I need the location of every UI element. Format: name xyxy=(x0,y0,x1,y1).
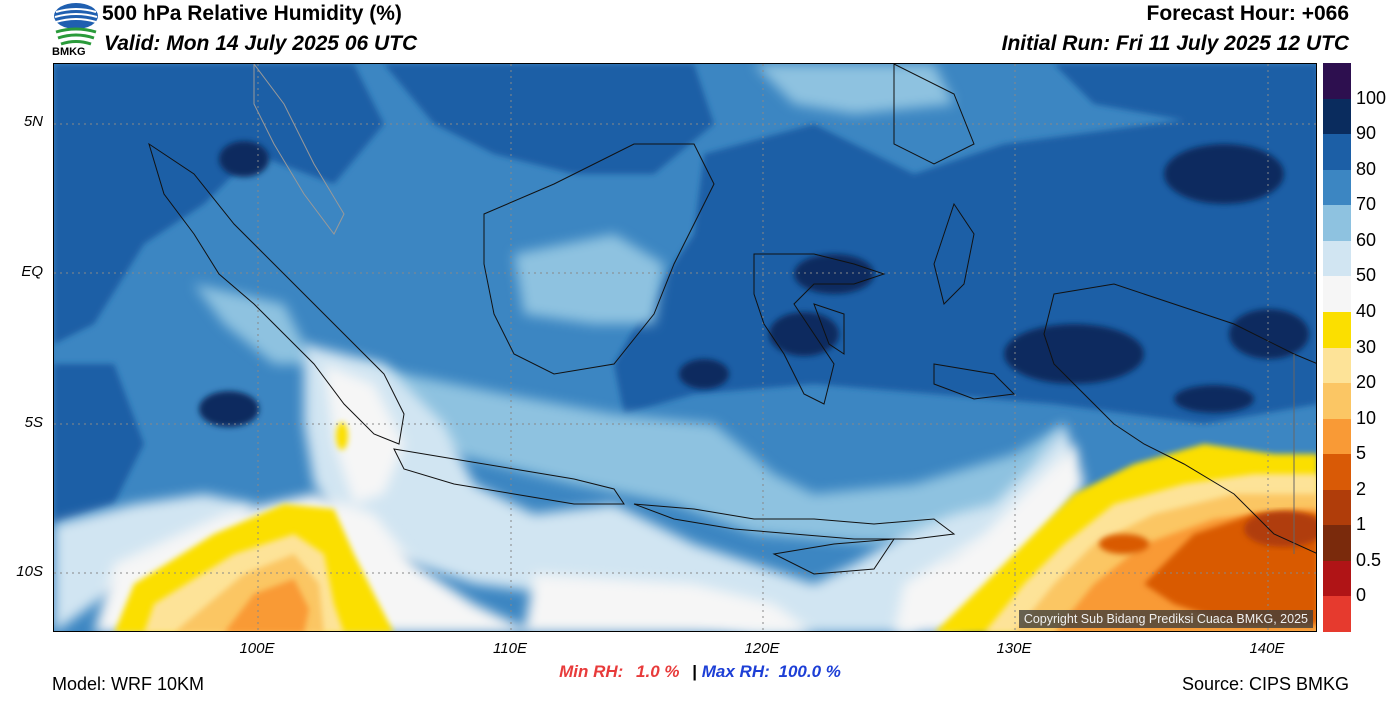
colorbar-label: 30 xyxy=(1356,336,1377,357)
colorbar-label: 2 xyxy=(1356,478,1367,499)
colorbar-segment xyxy=(1323,311,1351,348)
map-title: 500 hPa Relative Humidity (%) xyxy=(102,2,402,25)
colorbar-segment xyxy=(1323,240,1351,277)
colorbar-segment xyxy=(1323,98,1351,135)
colorbar-segment xyxy=(1323,276,1351,312)
bmkg-logo: BMKG xyxy=(52,2,100,60)
source-label: Source: CIPS BMKG xyxy=(1181,674,1349,694)
extremes-separator: | xyxy=(692,662,698,681)
colorbar-segment xyxy=(1323,169,1351,206)
colorbar-label: 90 xyxy=(1356,123,1377,144)
valid-time: Valid: Mon 14 July 2025 06 UTC xyxy=(104,32,418,55)
initial-run: Initial Run: Fri 11 July 2025 12 UTC xyxy=(1001,32,1349,55)
min-rh-label: Min RH: xyxy=(559,662,624,681)
map-canvas xyxy=(54,64,1316,631)
colorbar-segment xyxy=(1323,596,1351,632)
humidity-map: Copyright Sub Bidang Prediksi Cuaca BMKG… xyxy=(53,63,1317,632)
lat-label-5n: 5N xyxy=(23,113,43,130)
colorbar-label: 60 xyxy=(1356,229,1377,250)
colorbar-label: 20 xyxy=(1356,372,1377,393)
colorbar-label: 0.5 xyxy=(1356,549,1382,570)
lon-label-110e: 110E xyxy=(493,640,527,657)
max-rh-label: Max RH: xyxy=(701,662,770,681)
colorbar-segment xyxy=(1323,383,1351,419)
colorbar-label: 10 xyxy=(1356,407,1377,428)
colorbar-label: 0 xyxy=(1356,585,1367,606)
colorbar-label: 5 xyxy=(1356,443,1367,464)
colorbar-label: 100 xyxy=(1356,87,1387,108)
lon-label-120e: 120E xyxy=(744,640,780,657)
lat-label-5s: 5S xyxy=(24,414,43,431)
colorbar-segment xyxy=(1323,454,1351,490)
lon-label-130e: 130E xyxy=(996,640,1032,657)
coastlines xyxy=(148,64,1316,575)
graticule xyxy=(54,64,1316,631)
lat-label-eq: EQ xyxy=(21,263,43,280)
colorbar-label: 80 xyxy=(1356,158,1377,179)
lon-label-140e: 140E xyxy=(1249,640,1285,657)
colorbar-segment xyxy=(1323,560,1351,597)
colorbar-label: 70 xyxy=(1356,194,1377,215)
rh-extremes: Min RH: 1.0 % | Max RH: 100.0 % xyxy=(0,662,1400,682)
colorbar xyxy=(1323,63,1351,632)
logo-text: BMKG xyxy=(52,46,86,58)
max-rh-value: 100.0 % xyxy=(778,662,841,681)
colorbar-segment xyxy=(1323,205,1351,241)
colorbar-segment xyxy=(1323,347,1351,384)
colorbar-label: 1 xyxy=(1356,514,1367,535)
lat-label-10s: 10S xyxy=(16,563,43,580)
colorbar-label: 40 xyxy=(1356,300,1377,321)
colorbar-segment xyxy=(1323,134,1351,170)
min-rh-value: 1.0 % xyxy=(636,662,680,681)
colorbar-segment xyxy=(1323,418,1351,455)
colorbar-segment xyxy=(1323,489,1351,526)
colorbar-segment xyxy=(1323,525,1351,561)
forecast-hour: Forecast Hour: +066 xyxy=(1146,2,1350,25)
colorbar-label: 50 xyxy=(1356,265,1377,286)
lon-label-100e: 100E xyxy=(239,640,275,657)
model-label: Model: WRF 10KM xyxy=(52,674,205,694)
colorbar-segment xyxy=(1323,63,1351,99)
copyright-notice: Copyright Sub Bidang Prediksi Cuaca BMKG… xyxy=(1018,610,1313,628)
